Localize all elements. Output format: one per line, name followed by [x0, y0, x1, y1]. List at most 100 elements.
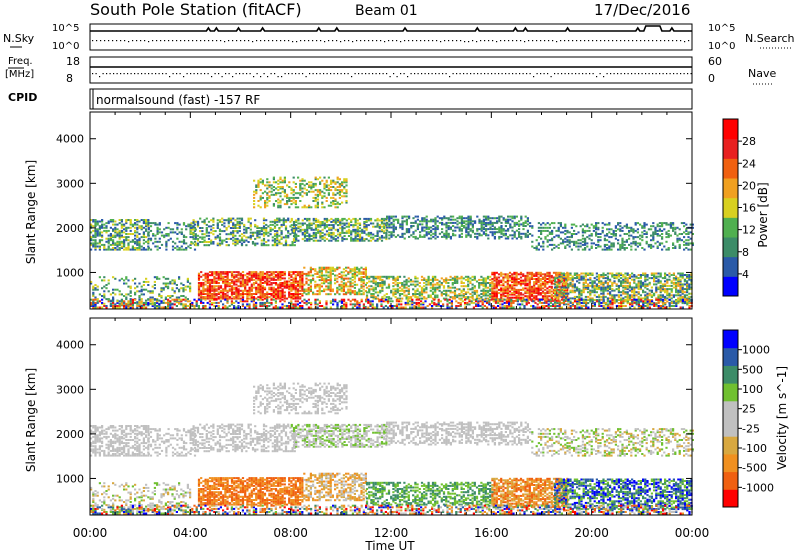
- power-cell: [530, 273, 534, 276]
- power-cell: [323, 224, 326, 227]
- power-cell: [420, 294, 424, 297]
- power-cell: [687, 233, 690, 235]
- power-cell: [568, 242, 571, 245]
- power-cell: [301, 277, 304, 280]
- power-cell: [178, 231, 181, 234]
- power-cell: [460, 221, 463, 224]
- power-cell: [436, 282, 439, 284]
- power-cell: [278, 239, 281, 242]
- power-cell: [358, 233, 362, 236]
- power-cell: [656, 225, 659, 228]
- power-cell: [621, 245, 624, 248]
- power-cell: [252, 275, 256, 278]
- power-cell: [565, 295, 568, 298]
- power-cell: [647, 228, 650, 231]
- power-cell: [249, 222, 252, 225]
- power-cell: [584, 240, 587, 243]
- power-cell: [460, 232, 463, 235]
- power-cell: [142, 242, 145, 245]
- power-cell: [427, 231, 430, 234]
- power-cell: [277, 296, 280, 299]
- power-cell: [272, 293, 275, 295]
- power-cell: [296, 272, 300, 275]
- power-cell: [628, 229, 631, 232]
- power-cell: [394, 228, 397, 231]
- nave-dot: [179, 73, 181, 75]
- power-cell: [98, 234, 101, 237]
- power-cell: [535, 290, 538, 293]
- power-cell: [506, 282, 509, 285]
- nave-dot: [680, 73, 682, 75]
- power-cell: [213, 291, 216, 294]
- power-cell: [467, 288, 470, 291]
- nave-dot: [326, 73, 328, 75]
- power-cell: [341, 195, 344, 198]
- power-cell: [288, 271, 291, 274]
- power-cell: [274, 294, 278, 297]
- power-cell: [608, 240, 611, 243]
- power-cell: [200, 293, 203, 295]
- power-cell: [508, 285, 512, 288]
- power-cell: [502, 287, 505, 290]
- power-cell: [431, 288, 435, 291]
- power-cell: [541, 284, 545, 287]
- power-cell: [416, 277, 419, 280]
- power-cell: [347, 272, 350, 275]
- power-cell: [341, 238, 344, 241]
- power-cell: [347, 235, 351, 237]
- power-cell: [291, 227, 294, 229]
- power-cell: [376, 230, 379, 233]
- power-cell: [129, 229, 132, 232]
- power-cell: [136, 239, 139, 242]
- power-cell: [243, 234, 246, 237]
- power-cell: [489, 228, 492, 231]
- power-cell: [327, 189, 330, 192]
- power-cell: [290, 294, 293, 297]
- power-cell: [471, 296, 474, 299]
- power-cell: [190, 222, 193, 225]
- power-cell: [486, 275, 490, 278]
- power-cell: [312, 190, 315, 193]
- nave-dot: [606, 73, 608, 75]
- power-cell: [136, 231, 139, 234]
- nave-dot: [459, 73, 461, 75]
- power-cell: [555, 234, 558, 237]
- power-cell: [334, 181, 337, 184]
- power-cell: [603, 239, 606, 242]
- power-cell: [502, 288, 505, 291]
- power-cell: [185, 247, 188, 249]
- power-cell: [425, 223, 428, 226]
- power-cell: [368, 275, 371, 278]
- power-cell: [197, 289, 201, 292]
- power-cell: [160, 243, 164, 246]
- power-cell: [284, 219, 288, 222]
- power-cell: [221, 242, 224, 245]
- power-cell: [149, 225, 153, 228]
- noise-search-dot: [632, 40, 634, 42]
- power-cell: [325, 271, 328, 274]
- power-cell: [343, 231, 346, 234]
- power-cell: [590, 242, 593, 245]
- power-cell: [318, 279, 321, 282]
- power-cell: [291, 244, 294, 247]
- power-cell: [257, 181, 260, 184]
- power-cell: [517, 278, 520, 280]
- nave-dot: [424, 73, 426, 75]
- power-cell: [360, 283, 363, 286]
- power-cell: [305, 274, 308, 277]
- power-cell: [266, 275, 269, 278]
- power-cell: [336, 203, 339, 206]
- power-cell: [278, 220, 281, 223]
- power-cell: [281, 282, 284, 284]
- power-cell: [185, 228, 188, 231]
- noise-search-dot: [244, 40, 246, 42]
- power-cell: [193, 223, 197, 226]
- power-cell: [606, 284, 609, 287]
- power-cell: [314, 224, 318, 227]
- power-cell: [274, 289, 278, 292]
- power-cell: [575, 233, 578, 235]
- power-cell: [217, 285, 220, 288]
- power-cell: [445, 225, 448, 227]
- power-cell: [467, 275, 470, 278]
- power-cell: [383, 219, 386, 222]
